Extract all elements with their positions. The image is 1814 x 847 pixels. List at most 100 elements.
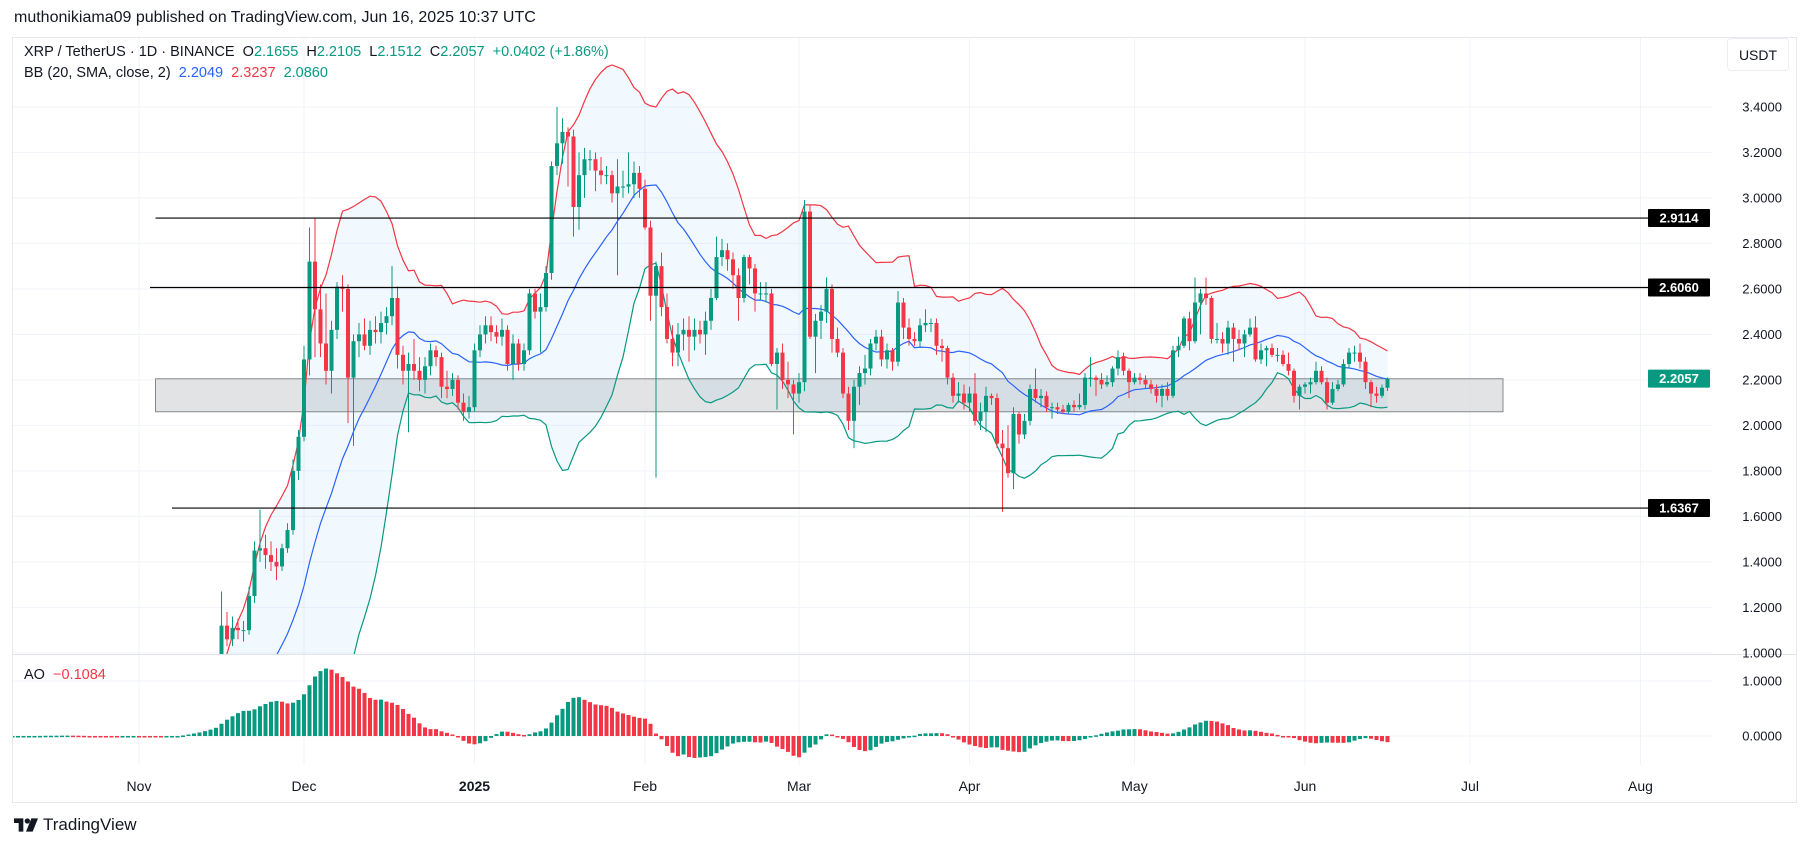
- candle: [241, 621, 246, 642]
- candle: [1044, 391, 1049, 412]
- candle-body: [181, 746, 185, 753]
- candle: [406, 352, 411, 433]
- ao-bar: [604, 705, 609, 736]
- candle: [1171, 345, 1175, 399]
- bb-legend[interactable]: BB (20, SMA, close, 2) 2.2049 2.3237 2.0…: [24, 65, 328, 81]
- price-axis[interactable]: 1.0000 1.2000 1.4000 1.6000 1.8000 2.0000 2.20…: [1742, 99, 1782, 660]
- candle-body: [593, 159, 598, 171]
- tradingview-logo[interactable]: TradingView: [14, 815, 137, 835]
- ao-bar: [104, 736, 108, 738]
- last-price-tag-label: 2.2057: [1659, 371, 1699, 386]
- candle-body: [874, 336, 878, 344]
- currency-button[interactable]: USDT: [1727, 38, 1789, 71]
- ao-bar: [610, 707, 614, 736]
- candle: [588, 150, 592, 171]
- ao-bar: [362, 692, 367, 736]
- candle-body: [929, 323, 933, 325]
- candle: [71, 753, 75, 758]
- candle: [1286, 352, 1291, 376]
- ao-bar: [522, 734, 526, 737]
- ao-bar: [54, 735, 59, 738]
- candle-body: [1259, 350, 1263, 360]
- candle: [1319, 366, 1324, 385]
- ao-bar: [676, 736, 680, 757]
- candle-body: [1369, 382, 1373, 394]
- ao-legend[interactable]: AO −0.1084: [24, 667, 106, 683]
- candle: [49, 753, 53, 758]
- ao-bar: [692, 736, 697, 758]
- ao-bar: [236, 713, 240, 736]
- price-tick-label: 3.0000: [1742, 190, 1782, 205]
- open-value: 2.1655: [253, 44, 299, 60]
- candle: [604, 166, 609, 185]
- candle-body: [285, 530, 290, 549]
- candle-body: [648, 227, 653, 296]
- candle-body: [99, 762, 103, 764]
- candle: [1358, 343, 1362, 369]
- ao-bar: [126, 736, 130, 738]
- ao-bar: [401, 709, 405, 736]
- candle-body: [1165, 389, 1170, 396]
- candle: [962, 384, 966, 410]
- candle-body: [698, 329, 702, 335]
- candle: [126, 760, 130, 765]
- candle-body: [841, 352, 845, 394]
- ao-bar: [626, 714, 631, 736]
- candle: [841, 348, 845, 399]
- candle: [560, 118, 565, 164]
- candle-body: [538, 307, 543, 312]
- candle-body: [1358, 352, 1362, 362]
- candle: [857, 366, 862, 405]
- ao-bar: [1033, 736, 1038, 746]
- time-axis[interactable]: Nov Dec 2025 Feb Mar Apr May Jun Jul Aug: [127, 778, 1653, 794]
- candle: [291, 459, 295, 535]
- ao-bar: [16, 736, 20, 738]
- ao-bar: [544, 728, 548, 736]
- ao-bar: [1044, 736, 1049, 742]
- candle: [1308, 377, 1313, 394]
- candle: [1182, 316, 1186, 349]
- candle-body: [329, 329, 334, 371]
- ao-bar: [621, 713, 625, 736]
- candle-body: [307, 261, 312, 360]
- candle-body: [412, 363, 416, 371]
- symbol-legend[interactable]: XRP / TetherUS · 1D · BINANCE O2.1655 H2…: [24, 44, 609, 60]
- candle-body: [38, 755, 42, 757]
- candle-body: [577, 175, 581, 207]
- candle-body: [725, 250, 730, 260]
- ao-bar: [995, 736, 999, 748]
- candle-body: [901, 302, 906, 328]
- candle-body: [318, 309, 323, 344]
- candle-body: [753, 268, 757, 294]
- candle: [780, 343, 785, 389]
- candle: [1237, 329, 1241, 351]
- ao-bar: [879, 736, 884, 744]
- candle-body: [747, 257, 752, 269]
- ao-tick-label: 1.0000: [1742, 674, 1782, 689]
- candle: [1066, 402, 1071, 415]
- candle-body: [252, 550, 257, 597]
- candle: [225, 611, 229, 647]
- ao-bar: [1369, 736, 1373, 739]
- ao-bar: [87, 736, 92, 738]
- tradingview-logo-icon: [14, 818, 38, 832]
- candle-body: [1253, 327, 1258, 360]
- candle: [714, 236, 719, 301]
- candle: [1028, 384, 1032, 426]
- candle-body: [335, 286, 339, 330]
- support-zone-rectangle[interactable]: [155, 378, 1504, 413]
- level-price-tag: [1648, 278, 1710, 297]
- ao-bar: [940, 733, 944, 736]
- time-tick-label: Aug: [1628, 778, 1653, 794]
- candle-body: [60, 755, 64, 756]
- bb-basis-line: [276, 184, 1388, 654]
- candle: [1000, 429, 1005, 512]
- ao-bar: [43, 735, 48, 738]
- candle-body: [11, 758, 15, 760]
- ao-bar: [170, 736, 174, 738]
- ao-bar: [38, 735, 42, 738]
- level-price-tag: [1648, 209, 1710, 228]
- candle-body: [132, 762, 136, 764]
- candle: [170, 753, 174, 760]
